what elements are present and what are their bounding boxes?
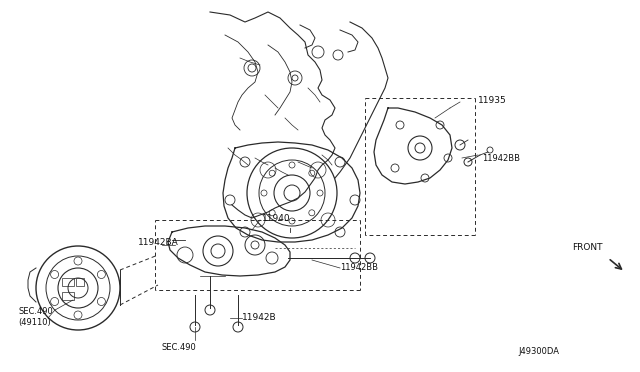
Text: 11942BB: 11942BB [340,263,378,273]
Text: J49300DA: J49300DA [518,347,559,356]
Text: FRONT: FRONT [572,244,602,253]
Text: SEC.490: SEC.490 [18,308,52,317]
Bar [62,278,74,286]
Bar [62,292,74,300]
Bar [76,278,84,286]
Text: (49110): (49110) [18,317,51,327]
Text: SEC.490: SEC.490 [162,343,196,353]
Text: 11942B: 11942B [242,314,276,323]
Text: 11942BB: 11942BB [482,154,520,163]
Text: 11935: 11935 [478,96,507,105]
Text: 11942BA: 11942BA [138,237,179,247]
Text: 11940: 11940 [262,214,291,222]
